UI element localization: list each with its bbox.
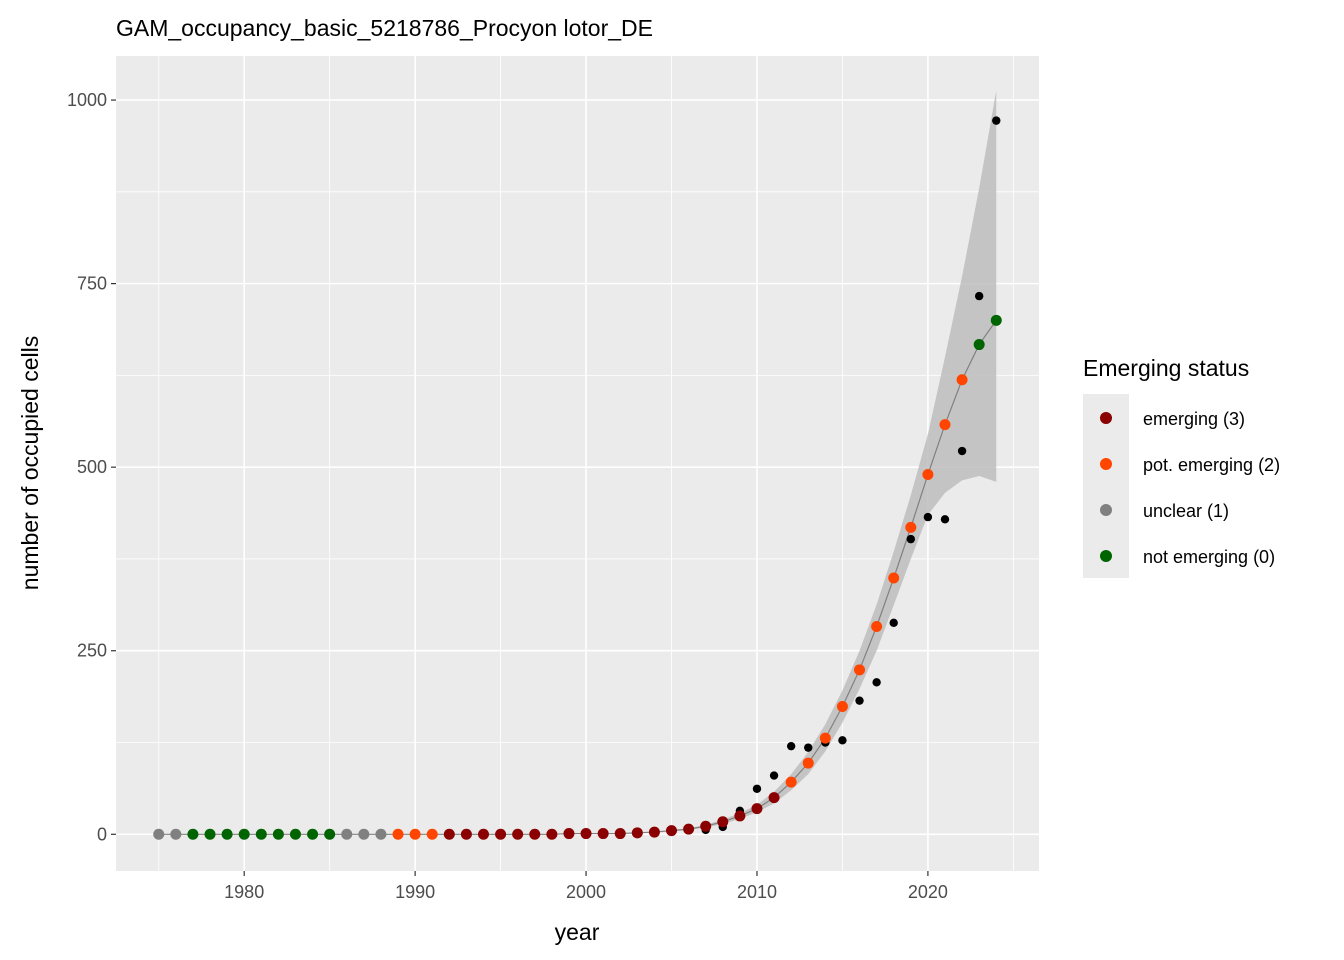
fitted-point [631,827,643,839]
fitted-point [700,820,712,832]
fitted-point [990,314,1002,326]
legend-label: emerging (3) [1143,409,1245,429]
x-tick-label: 2010 [737,882,777,902]
observed-point [769,771,779,780]
fitted-point [187,828,199,840]
fitted-point [426,828,438,840]
x-axis-ticks: 1980 1990 2000 2010 2020 [224,871,948,902]
fitted-point [802,757,814,769]
observed-point [838,736,847,745]
y-tick-label: 500 [77,457,107,477]
y-tick-label: 0 [97,824,107,844]
fitted-point [238,828,250,840]
legend-key [1100,504,1112,516]
observed-point [923,512,933,522]
fitted-point [905,521,917,533]
fitted-point [819,732,831,744]
fitted-point [563,828,575,840]
fitted-point [221,828,233,840]
observed-point [786,741,796,751]
legend-key-background [1083,394,1129,578]
legend-key [1100,550,1112,562]
y-axis-ticks: 0 250 500 750 1000 [67,90,116,844]
fitted-point [854,664,866,676]
fitted-point [666,825,678,837]
fitted-point [717,816,729,828]
fitted-point [272,828,284,840]
minor-gridlines [116,56,1039,871]
fitted-point [358,828,370,840]
fitted-point [546,828,558,840]
legend: Emerging status emerging (3) pot. emergin… [1083,355,1280,578]
fitted-point [170,828,182,840]
fitted-point [751,803,763,815]
legend-key [1100,412,1112,424]
chart-title: GAM_occupancy_basic_5218786_Procyon loto… [116,15,653,41]
fitted-point [836,701,848,713]
observed-point [872,678,881,687]
observed-point [906,534,916,544]
fitted-point [648,826,660,838]
y-axis-title: number of occupied cells [17,336,43,590]
fitted-point [888,572,900,584]
y-tick-label: 1000 [67,90,107,110]
confidence-ribbon-layer [671,90,997,832]
fitted-point [289,828,301,840]
fitted-point [597,828,609,840]
legend-title: Emerging status [1083,355,1249,381]
x-tick-label: 1990 [395,882,435,902]
fitted-point [324,828,336,840]
x-tick-label: 1980 [224,882,264,902]
fitted-point [973,339,985,351]
confidence-ribbon [671,90,997,832]
x-tick-label: 2000 [566,882,606,902]
observed-point [855,696,864,705]
plot-panel [116,56,1039,871]
fitted-point [204,828,216,840]
fitted-point [614,828,626,840]
observed-point [804,743,813,752]
fitted-point [477,828,489,840]
fitted-point [580,828,592,840]
fitted-point [785,776,797,788]
x-axis-title: year [555,919,600,945]
observed-point [957,446,967,456]
fitted-points-layer [153,314,1002,840]
fitted-point [683,823,695,835]
legend-label: pot. emerging (2) [1143,455,1280,475]
observed-point [974,291,984,301]
legend-entries: emerging (3) pot. emerging (2) unclear (1)… [1100,409,1280,567]
fitted-point [443,828,455,840]
fitted-point [255,828,267,840]
fitted-point [956,374,968,386]
major-gridlines [116,56,1039,871]
observed-point [940,515,950,524]
fitted-point [341,828,353,840]
fitted-point [307,828,319,840]
fitted-point [392,828,404,840]
y-tick-label: 750 [77,274,107,294]
fitted-point [939,419,951,431]
observed-point [889,618,898,628]
observed-points-layer [701,116,1001,835]
fitted-point [495,828,507,840]
fitted-point [153,828,165,840]
fitted-point [460,828,472,840]
fitted-point [375,828,387,840]
fitted-point [768,792,780,804]
fitted-point [871,621,883,632]
fitted-point [922,469,934,481]
fitted-point [734,810,746,822]
observed-point [752,784,762,793]
fitted-point [409,828,421,840]
legend-key [1100,458,1112,470]
fitted-point [512,828,524,840]
y-tick-label: 250 [77,641,107,661]
x-tick-label: 2020 [908,882,948,902]
observed-point [992,116,1001,125]
legend-label: unclear (1) [1143,501,1229,521]
fitted-point [529,828,541,840]
legend-label: not emerging (0) [1143,547,1275,567]
